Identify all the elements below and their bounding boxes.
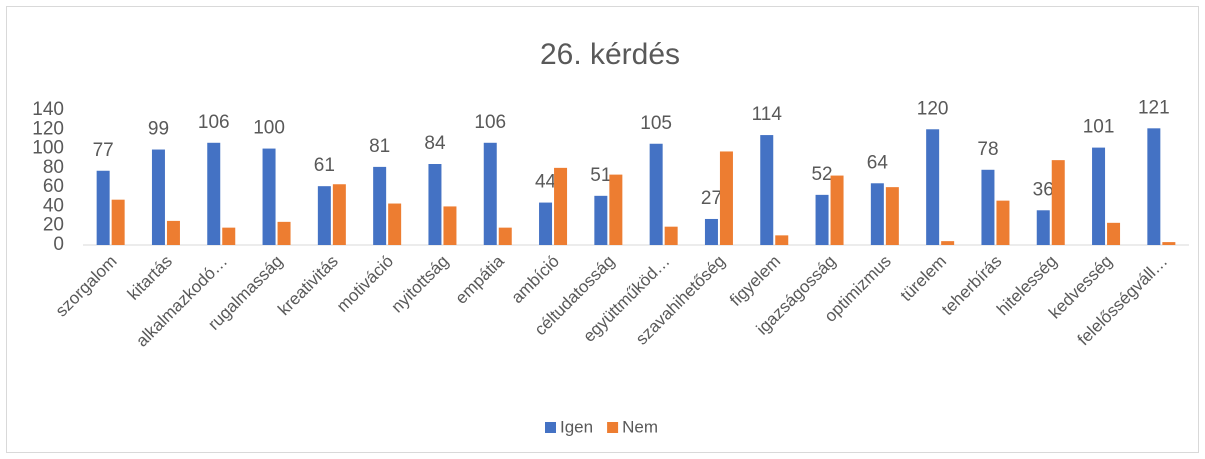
y-tick-label: 0 bbox=[53, 234, 64, 255]
bar bbox=[539, 202, 553, 245]
bar bbox=[1036, 210, 1050, 245]
data-label: 99 bbox=[148, 119, 169, 140]
bar bbox=[388, 203, 402, 245]
data-label: 101 bbox=[1083, 117, 1115, 138]
data-label: 44 bbox=[535, 172, 557, 193]
bar bbox=[1092, 147, 1106, 245]
bar bbox=[277, 221, 291, 245]
bar bbox=[483, 142, 497, 245]
bar bbox=[554, 167, 568, 245]
bar bbox=[981, 169, 995, 245]
data-label: 52 bbox=[811, 164, 832, 185]
bar bbox=[111, 199, 125, 245]
bar bbox=[609, 174, 623, 245]
data-label: 105 bbox=[640, 113, 672, 134]
data-label: 84 bbox=[424, 133, 446, 154]
bar bbox=[885, 187, 899, 245]
data-label: 121 bbox=[1138, 97, 1170, 118]
bar bbox=[443, 206, 457, 245]
bar bbox=[1162, 242, 1176, 245]
data-label: 106 bbox=[198, 112, 230, 133]
y-tick-label: 20 bbox=[43, 215, 64, 236]
bar bbox=[1107, 222, 1121, 245]
data-label: 78 bbox=[977, 139, 998, 160]
chart-title: 26. kérdés bbox=[540, 38, 680, 71]
bar bbox=[941, 241, 955, 245]
data-label: 61 bbox=[314, 155, 335, 176]
data-label: 77 bbox=[93, 140, 114, 161]
bar bbox=[775, 235, 789, 245]
bar bbox=[373, 166, 387, 245]
bar bbox=[1051, 160, 1065, 245]
legend-label: Nem bbox=[622, 417, 658, 436]
y-tick-label: 80 bbox=[43, 157, 64, 178]
bar bbox=[498, 227, 512, 245]
bar bbox=[926, 129, 940, 245]
data-label: 100 bbox=[253, 118, 285, 139]
bar bbox=[207, 142, 221, 245]
bar bbox=[166, 220, 180, 245]
bar bbox=[830, 175, 844, 245]
bar bbox=[96, 170, 110, 245]
y-tick-label: 100 bbox=[32, 138, 64, 159]
y-tick-label: 120 bbox=[32, 118, 64, 139]
data-label: 120 bbox=[917, 98, 949, 119]
bar bbox=[151, 149, 165, 245]
y-tick-label: 60 bbox=[43, 176, 64, 197]
data-label: 114 bbox=[752, 104, 783, 125]
data-label: 51 bbox=[590, 165, 611, 186]
bar bbox=[815, 194, 829, 245]
data-label: 36 bbox=[1033, 179, 1054, 200]
bar bbox=[996, 200, 1010, 245]
legend-swatch bbox=[607, 422, 619, 433]
legend-label: Igen bbox=[560, 417, 593, 436]
bar bbox=[649, 143, 663, 245]
data-label: 81 bbox=[369, 136, 390, 157]
data-label: 106 bbox=[474, 112, 506, 133]
bar bbox=[704, 218, 718, 245]
bar bbox=[719, 151, 733, 245]
data-label: 27 bbox=[701, 188, 722, 209]
data-label: 64 bbox=[867, 152, 889, 173]
legend-swatch bbox=[545, 422, 556, 433]
y-tick-label: 140 bbox=[32, 99, 64, 120]
bar bbox=[594, 195, 608, 245]
bar bbox=[428, 164, 442, 245]
bar bbox=[317, 186, 331, 245]
y-tick-label: 40 bbox=[43, 195, 64, 216]
bar bbox=[332, 184, 346, 245]
bar bbox=[760, 135, 774, 245]
bar bbox=[1147, 128, 1161, 245]
bar bbox=[870, 183, 884, 245]
bar bbox=[664, 226, 678, 245]
bar bbox=[262, 148, 276, 245]
bar bbox=[222, 227, 236, 245]
